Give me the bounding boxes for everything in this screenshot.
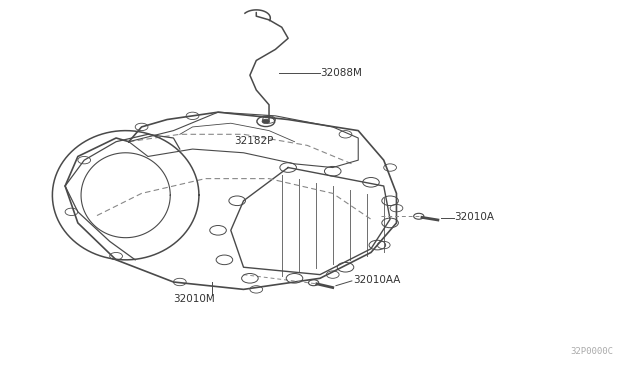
Text: 32010AA: 32010AA	[353, 275, 401, 285]
Text: 32088M: 32088M	[320, 68, 362, 78]
Text: 32010M: 32010M	[173, 294, 215, 304]
Text: 32182P: 32182P	[234, 135, 273, 145]
Text: 32P0000C: 32P0000C	[570, 347, 613, 356]
Text: 32010A: 32010A	[454, 212, 495, 222]
Circle shape	[262, 119, 269, 124]
